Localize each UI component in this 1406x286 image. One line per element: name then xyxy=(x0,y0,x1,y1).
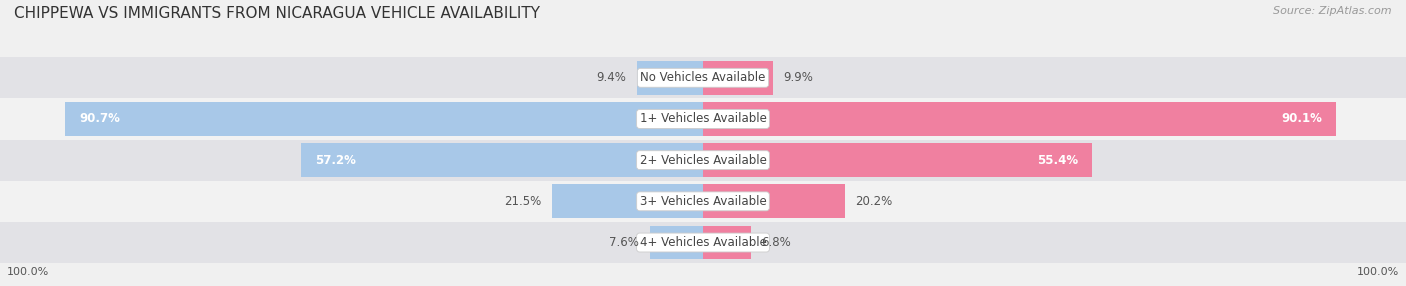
Bar xyxy=(703,184,845,218)
Text: CHIPPEWA VS IMMIGRANTS FROM NICARAGUA VEHICLE AVAILABILITY: CHIPPEWA VS IMMIGRANTS FROM NICARAGUA VE… xyxy=(14,6,540,21)
Text: 7.6%: 7.6% xyxy=(609,236,640,249)
Bar xyxy=(65,102,703,136)
Bar xyxy=(0,222,1406,263)
Text: 100.0%: 100.0% xyxy=(1357,267,1399,277)
Text: 90.7%: 90.7% xyxy=(79,112,121,126)
Bar xyxy=(703,226,751,259)
Text: 4+ Vehicles Available: 4+ Vehicles Available xyxy=(640,236,766,249)
Text: 20.2%: 20.2% xyxy=(855,195,893,208)
Bar xyxy=(0,98,1406,140)
Bar xyxy=(650,226,703,259)
Bar xyxy=(301,143,703,177)
Bar xyxy=(0,181,1406,222)
Text: 2+ Vehicles Available: 2+ Vehicles Available xyxy=(640,154,766,167)
Text: 9.4%: 9.4% xyxy=(596,71,627,84)
Bar xyxy=(637,61,703,95)
Text: 6.8%: 6.8% xyxy=(762,236,792,249)
Text: Source: ZipAtlas.com: Source: ZipAtlas.com xyxy=(1274,6,1392,16)
Text: 55.4%: 55.4% xyxy=(1038,154,1078,167)
Text: 57.2%: 57.2% xyxy=(315,154,356,167)
Text: 1+ Vehicles Available: 1+ Vehicles Available xyxy=(640,112,766,126)
Bar xyxy=(703,61,773,95)
Bar xyxy=(703,143,1092,177)
Text: 9.9%: 9.9% xyxy=(783,71,813,84)
Text: 90.1%: 90.1% xyxy=(1281,112,1322,126)
Bar xyxy=(0,140,1406,181)
Bar xyxy=(551,184,703,218)
Text: 3+ Vehicles Available: 3+ Vehicles Available xyxy=(640,195,766,208)
Bar xyxy=(0,57,1406,98)
Text: 100.0%: 100.0% xyxy=(7,267,49,277)
Text: No Vehicles Available: No Vehicles Available xyxy=(640,71,766,84)
Bar xyxy=(703,102,1336,136)
Text: 21.5%: 21.5% xyxy=(505,195,541,208)
